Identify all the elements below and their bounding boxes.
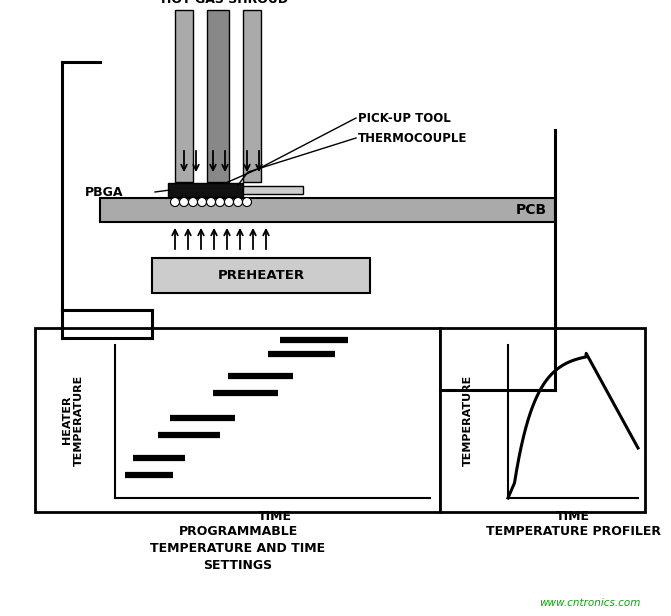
Circle shape <box>170 198 180 206</box>
Circle shape <box>197 198 207 206</box>
Circle shape <box>234 198 242 206</box>
Circle shape <box>180 198 189 206</box>
Bar <box>243 10 261 182</box>
Text: TEMPERATURE: TEMPERATURE <box>463 375 473 466</box>
Circle shape <box>215 198 225 206</box>
Bar <box>152 258 370 293</box>
Circle shape <box>225 198 234 206</box>
Circle shape <box>189 198 197 206</box>
Bar <box>35 328 440 512</box>
Text: HEATER
TEMPERATURE: HEATER TEMPERATURE <box>62 375 84 466</box>
Text: PCB: PCB <box>516 203 547 217</box>
Circle shape <box>207 198 215 206</box>
Text: www.cntronics.com: www.cntronics.com <box>539 598 640 608</box>
Text: PREHEATER: PREHEATER <box>217 269 305 282</box>
Bar <box>175 10 193 182</box>
Bar <box>100 198 555 222</box>
Bar <box>207 10 229 182</box>
Text: TIME: TIME <box>556 510 590 523</box>
Bar <box>243 186 303 194</box>
Text: THERMOCOUPLE: THERMOCOUPLE <box>358 131 468 145</box>
Text: PBGA: PBGA <box>85 185 123 198</box>
Text: PICK-UP TOOL: PICK-UP TOOL <box>358 111 451 124</box>
Text: HOT GAS SHROUD: HOT GAS SHROUD <box>162 0 289 6</box>
Bar <box>440 328 645 512</box>
Bar <box>168 183 243 197</box>
Text: TIME: TIME <box>258 510 292 523</box>
Text: PROGRAMMABLE
TEMPERATURE AND TIME
SETTINGS: PROGRAMMABLE TEMPERATURE AND TIME SETTIN… <box>150 525 325 572</box>
Text: TEMPERATURE PROFILER: TEMPERATURE PROFILER <box>486 525 660 538</box>
Circle shape <box>242 198 252 206</box>
